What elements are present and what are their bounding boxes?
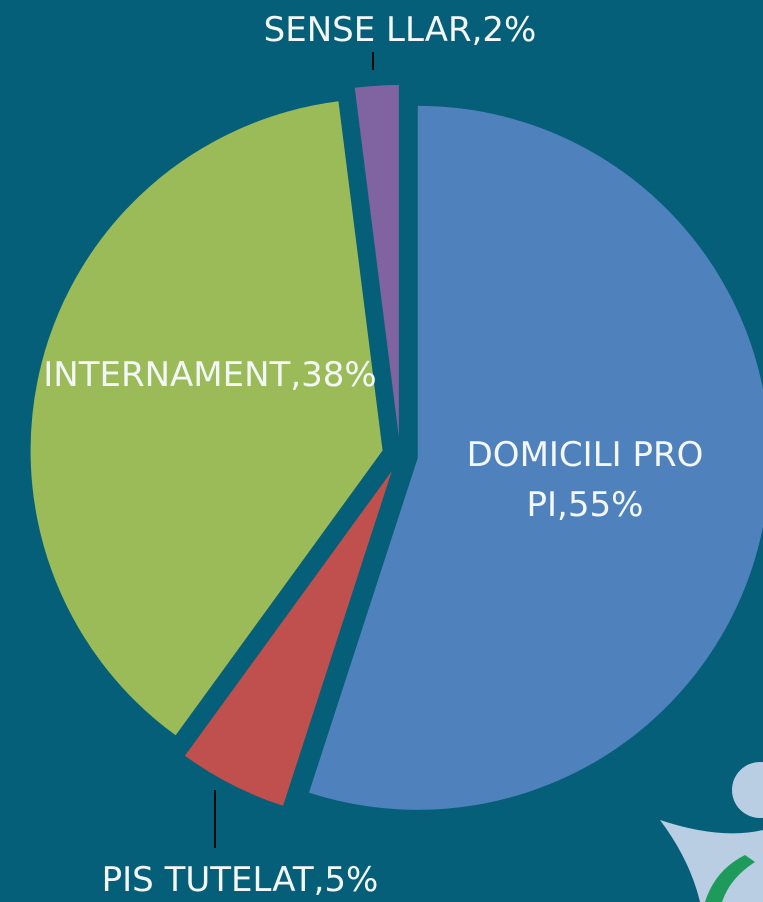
data-label: INTERNAMENT,38% [43, 355, 377, 395]
data-label: PIS TUTELAT,5% [101, 860, 379, 900]
data-label: SENSE LLAR,2% [263, 10, 537, 50]
pie-slice [309, 105, 763, 810]
pie-slice [354, 85, 399, 438]
data-label: DOMICILI PROPI,55% [466, 435, 704, 525]
logo [660, 762, 763, 902]
pie-slice [184, 471, 392, 806]
pie-slice [30, 101, 383, 736]
